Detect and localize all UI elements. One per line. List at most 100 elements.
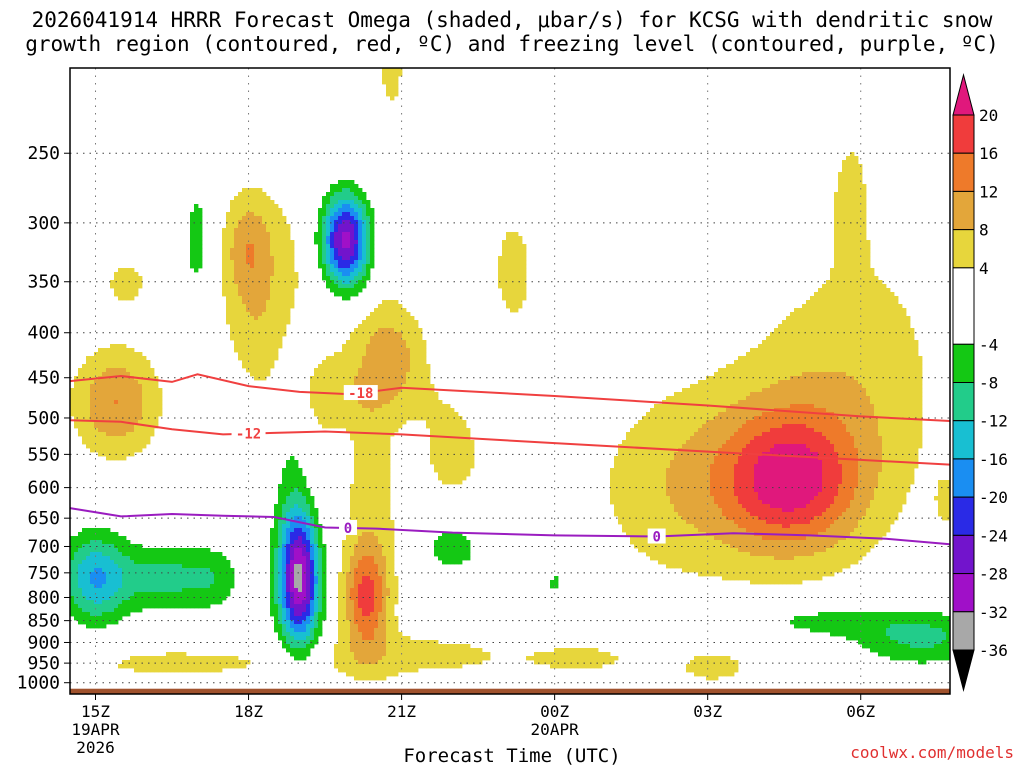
omega-cell xyxy=(254,300,259,305)
omega-cell xyxy=(286,252,291,257)
omega-cell xyxy=(834,320,839,325)
omega-cell xyxy=(374,444,379,449)
omega-cell xyxy=(874,332,879,337)
omega-cell xyxy=(90,416,95,421)
omega-cell xyxy=(834,220,839,225)
omega-cell xyxy=(778,392,783,397)
omega-cell xyxy=(130,396,135,401)
omega-cell xyxy=(418,404,423,409)
omega-cell xyxy=(730,400,735,405)
omega-cell xyxy=(498,260,503,265)
omega-cell xyxy=(838,444,843,449)
omega-cell xyxy=(366,332,371,337)
omega-cell xyxy=(878,336,883,341)
omega-cell xyxy=(870,376,875,381)
omega-cell xyxy=(846,312,851,317)
omega-cell xyxy=(374,368,379,373)
omega-cell xyxy=(854,288,859,293)
omega-cell xyxy=(106,372,111,377)
omega-cell xyxy=(126,272,131,277)
omega-cell xyxy=(374,344,379,349)
omega-cell xyxy=(354,440,359,445)
omega-cell xyxy=(74,420,79,425)
omega-cell xyxy=(102,352,107,357)
omega-cell xyxy=(670,428,675,433)
omega-cell xyxy=(254,328,259,333)
omega-cell xyxy=(118,372,123,377)
omega-cell xyxy=(290,248,295,253)
omega-cell xyxy=(362,264,367,269)
omega-cell xyxy=(122,364,127,369)
omega-cell xyxy=(402,400,407,405)
omega-cell xyxy=(842,388,847,393)
omega-cell xyxy=(766,404,771,409)
omega-cell xyxy=(250,276,255,281)
omega-cell xyxy=(846,328,851,333)
omega-cell xyxy=(414,408,419,413)
omega-cell xyxy=(682,412,687,417)
omega-cell xyxy=(886,348,891,353)
omega-cell xyxy=(522,268,527,273)
omega-cell xyxy=(886,404,891,409)
omega-cell xyxy=(142,412,147,417)
omega-cell xyxy=(702,420,707,425)
omega-cell xyxy=(254,344,259,349)
omega-cell xyxy=(838,432,843,437)
omega-cell xyxy=(854,404,859,409)
omega-cell xyxy=(402,364,407,369)
omega-cell xyxy=(662,408,667,413)
omega-cell xyxy=(374,348,379,353)
omega-cell xyxy=(862,380,867,385)
omega-cell xyxy=(850,336,855,341)
omega-cell xyxy=(398,392,403,397)
omega-cell xyxy=(854,216,859,221)
omega-cell xyxy=(878,348,883,353)
omega-cell xyxy=(846,244,851,249)
omega-cell xyxy=(514,296,519,301)
omega-cell xyxy=(910,344,915,349)
omega-cell xyxy=(118,280,123,285)
omega-cell xyxy=(254,268,259,273)
omega-cell xyxy=(242,340,247,345)
omega-cell xyxy=(402,416,407,421)
omega-cell xyxy=(262,304,267,309)
omega-cell xyxy=(142,436,147,441)
omega-cell xyxy=(822,408,827,413)
omega-cell xyxy=(890,292,895,297)
omega-cell xyxy=(734,432,739,437)
omega-cell xyxy=(386,348,391,353)
omega-cell xyxy=(326,240,331,245)
omega-cell xyxy=(862,252,867,257)
omega-cell xyxy=(110,404,115,409)
omega-cell xyxy=(394,336,399,341)
omega-cell xyxy=(90,436,95,441)
omega-cell xyxy=(746,392,751,397)
omega-cell xyxy=(790,324,795,329)
omega-cell xyxy=(670,412,675,417)
omega-cell xyxy=(862,272,867,277)
omega-cell xyxy=(846,200,851,205)
omega-cell xyxy=(90,364,95,369)
omega-cell xyxy=(334,376,339,381)
omega-cell xyxy=(854,196,859,201)
omega-cell xyxy=(358,428,363,433)
omega-cell xyxy=(410,372,415,377)
omega-cell xyxy=(198,240,203,245)
omega-cell xyxy=(90,400,95,405)
omega-cell xyxy=(286,232,291,237)
omega-cell xyxy=(374,404,379,409)
omega-cell xyxy=(834,388,839,393)
omega-cell xyxy=(846,292,851,297)
omega-cell xyxy=(394,396,399,401)
omega-cell xyxy=(762,420,767,425)
omega-cell xyxy=(862,400,867,405)
omega-cell xyxy=(842,284,847,289)
omega-cell xyxy=(862,216,867,221)
omega-cell xyxy=(858,316,863,321)
omega-cell xyxy=(754,356,759,361)
omega-cell xyxy=(430,436,435,441)
omega-cell xyxy=(362,208,367,213)
omega-cell xyxy=(358,444,363,449)
omega-cell xyxy=(290,240,295,245)
omega-cell xyxy=(262,240,267,245)
